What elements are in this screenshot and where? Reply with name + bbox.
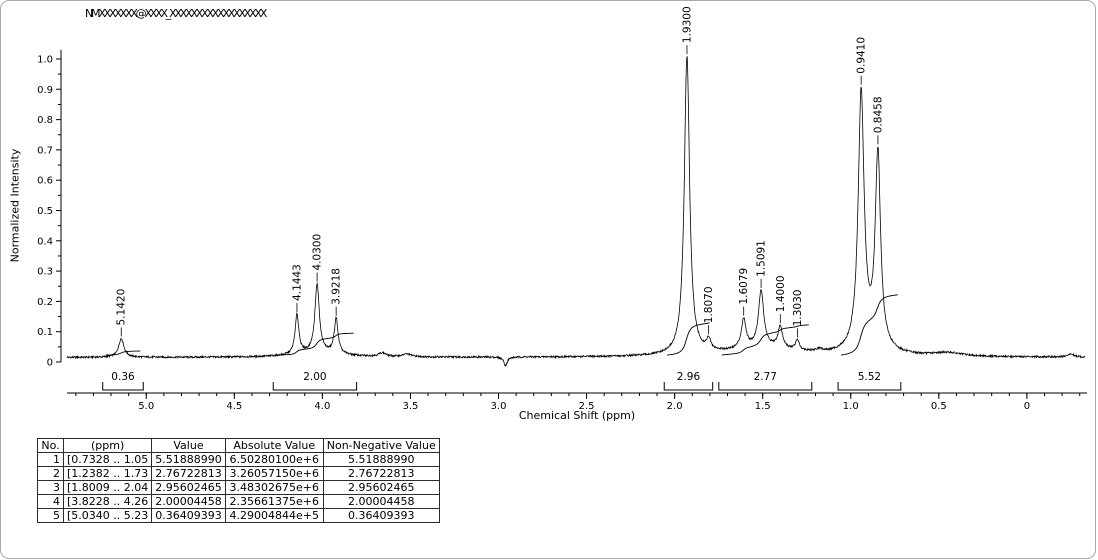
x-tick-label: 5.0 <box>138 401 154 412</box>
integral-curve <box>276 332 354 356</box>
table-cell: 2.95602465 <box>322 480 440 495</box>
x-tick-label: 2.0 <box>667 401 683 412</box>
integral-value-label: 2.77 <box>754 371 777 383</box>
column-header: Value <box>151 438 226 453</box>
table-row: 3 [1.8009 .. 2.04 2.95602465 3.48302675e+6 2… <box>37 480 440 495</box>
peak-label: 4.1443 <box>291 264 303 301</box>
x-tick-label: 4.5 <box>226 401 242 412</box>
integral-value-label: 2.96 <box>677 371 701 383</box>
spectrum-title: NMXXXXXXX@XXXX_XXXXXXXXXXXXXXXXXX <box>85 7 267 20</box>
x-tick-label: 3.0 <box>491 401 507 412</box>
table-body: 1 [0.7328 .. 1.05 5.51888990 6.50280100e+6 5… <box>37 452 440 523</box>
table-cell: [5.0340 .. 5.23 <box>62 508 153 523</box>
table-header-row: No. (ppm) Value Absolute Value Non-Negative … <box>37 438 440 453</box>
y-tick-label: 0.1 <box>37 327 53 338</box>
integral-curve <box>667 322 710 356</box>
y-tick-label: 0.5 <box>37 206 53 217</box>
table-cell: 5.51888990 <box>151 452 226 467</box>
peak-label: 5.1420 <box>116 289 128 326</box>
table-cell: [1.8009 .. 2.04 <box>62 480 153 495</box>
table-row: 4 [3.8228 .. 4.26 2.00004458 2.35661375e+6 2… <box>37 494 440 509</box>
integral-bracket <box>837 382 902 391</box>
integral-bracket <box>102 382 144 391</box>
table-cell: 2.76722813 <box>151 466 226 481</box>
integral-curve <box>841 294 898 356</box>
spectrum-trace <box>66 56 1086 367</box>
nmr-spectrum-plot[interactable]: 0 0.1 0.2 0.3 0.4 0.5 0.6 0.7 0.8 0.9 1.0 5.0 4.5 4.0… <box>1 1 1095 433</box>
x-tick-label: 4.0 <box>314 401 330 412</box>
peak-label: 1.8070 <box>703 286 715 323</box>
column-header: Absolute Value <box>224 438 324 453</box>
integral-bracket <box>718 382 813 391</box>
y-tick-label: 0.9 <box>37 85 53 96</box>
column-header: Non-Negative Value <box>322 438 440 453</box>
x-tick-label: 1.0 <box>843 401 859 412</box>
y-tick-label: 0.4 <box>37 236 53 247</box>
x-tick-label: 2.5 <box>579 401 595 412</box>
table-cell: 2.00004458 <box>322 494 440 509</box>
integral-curve <box>721 324 809 356</box>
y-tick-label: 0.6 <box>37 176 53 187</box>
table-cell: 0.36409393 <box>322 508 440 523</box>
peak-label: 4.0300 <box>312 234 324 271</box>
table-cell: 2.35661375e+6 <box>224 494 324 509</box>
table-cell: [0.7328 .. 1.05 <box>62 452 153 467</box>
table-cell: 2 <box>37 466 64 481</box>
peak-label: 1.4000 <box>775 275 787 312</box>
table-cell: 2.76722813 <box>322 466 440 481</box>
y-tick-label: 0 <box>47 358 53 369</box>
peak-label: 1.6079 <box>738 268 750 305</box>
y-tick-label: 0.7 <box>37 145 53 156</box>
y-tick-label: 0.2 <box>37 297 53 308</box>
table-cell: 3.26057150e+6 <box>224 466 324 481</box>
table-cell: 4.29004844e+5 <box>224 508 324 523</box>
x-axis-title: Chemical Shift (ppm) <box>518 409 636 422</box>
table-cell: 3.48302675e+6 <box>224 480 324 495</box>
table-cell: [3.8228 .. 4.26 <box>62 494 153 509</box>
integral-table: No. (ppm) Value Absolute Value Non-Negative … <box>37 438 440 523</box>
table-row: 1 [0.7328 .. 1.05 5.51888990 6.50280100e+6 5… <box>37 452 440 467</box>
x-tick-label: 1.5 <box>755 401 771 412</box>
peak-label: 0.8458 <box>872 96 884 133</box>
table-row: 5 [5.0340 .. 5.23 0.36409393 4.29004844e+5 0… <box>37 508 440 523</box>
integral-value-label: 0.36 <box>111 371 135 383</box>
x-tick-label: 3.5 <box>402 401 418 412</box>
y-tick-label: 0.8 <box>37 115 53 126</box>
integral-bracket <box>663 382 714 391</box>
peak-label: 1.9300 <box>681 6 693 43</box>
y-tick-label: 0.3 <box>37 267 53 278</box>
integral-curve <box>105 350 141 356</box>
integral-value-label: 2.00 <box>303 371 326 383</box>
table-cell: 5 <box>37 508 64 523</box>
table-cell: 4 <box>37 494 64 509</box>
x-tick-label: 0 <box>1024 401 1030 412</box>
peak-label: 3.9218 <box>331 268 343 305</box>
table-cell: 6.50280100e+6 <box>224 452 324 467</box>
peak-label: 0.9410 <box>856 37 868 74</box>
table-cell: 2.00004458 <box>151 494 226 509</box>
integral-value-label: 5.52 <box>858 371 881 383</box>
column-header: (ppm) <box>62 438 153 453</box>
table-cell: 5.51888990 <box>322 452 440 467</box>
table-cell: 3 <box>37 480 64 495</box>
table-cell: 0.36409393 <box>151 508 226 523</box>
table-row: 2 [1.2382 .. 1.73 2.76722813 3.26057150e+6 2… <box>37 466 440 481</box>
peak-label: 1.3030 <box>792 290 804 327</box>
integral-bracket <box>272 382 358 391</box>
table-cell: [1.2382 .. 1.73 <box>62 466 153 481</box>
x-tick-label: 0.5 <box>931 401 947 412</box>
y-tick-label: 1.0 <box>37 55 53 66</box>
peak-label: 1.5091 <box>756 240 768 277</box>
table-cell: 1 <box>37 452 64 467</box>
integral-table-container: No. (ppm) Value Absolute Value Non-Negative … <box>37 438 440 523</box>
table-cell: 2.95602465 <box>151 480 226 495</box>
column-header: No. <box>37 438 64 453</box>
